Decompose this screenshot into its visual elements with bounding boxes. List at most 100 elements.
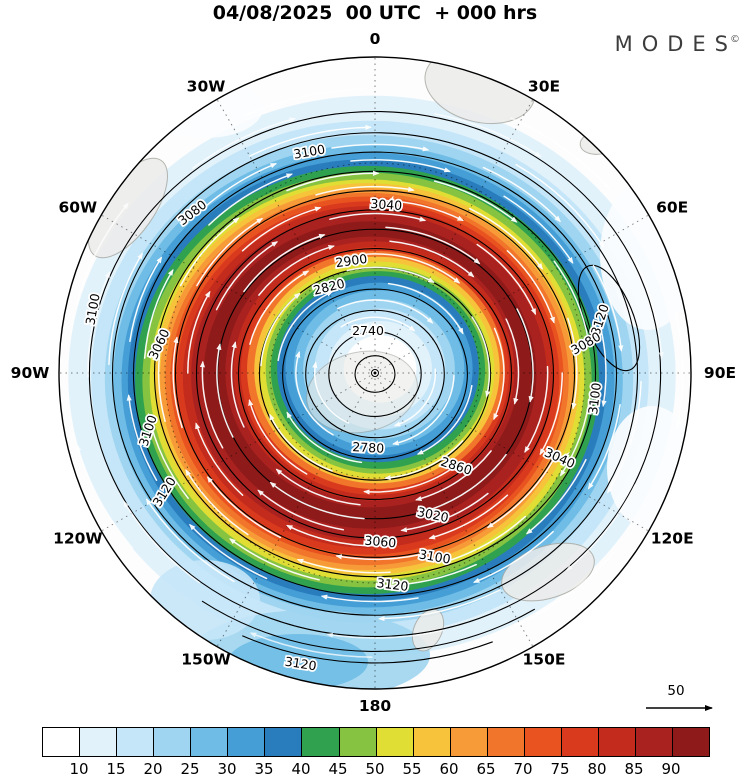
colorbar-cell bbox=[153, 728, 191, 756]
colorbar-tick-label: 25 bbox=[180, 760, 200, 778]
longitude-label: 90W bbox=[11, 364, 50, 382]
colorbar-cell bbox=[672, 728, 710, 756]
streamline-arrow bbox=[249, 632, 373, 658]
colorbar-tick-label: 60 bbox=[439, 760, 459, 778]
streamline-arrow bbox=[275, 468, 361, 506]
streamline-arrow bbox=[335, 550, 435, 560]
streamline-arrow bbox=[249, 124, 372, 157]
streamline-arrow bbox=[553, 260, 591, 343]
streamline-arrow bbox=[295, 350, 334, 436]
streamline-arrow bbox=[296, 558, 391, 574]
streamline-arrow bbox=[433, 113, 542, 158]
contour-label: 3120 bbox=[376, 575, 409, 594]
streamline-arrow bbox=[630, 253, 664, 359]
streamline-arrow bbox=[320, 594, 419, 603]
colorbar-cell bbox=[116, 728, 154, 756]
streamline-arrow bbox=[108, 252, 143, 366]
colorbar-tick-label: 65 bbox=[476, 760, 496, 778]
contour-ring bbox=[174, 190, 576, 558]
streamline-arrow bbox=[326, 629, 444, 639]
contour-arc bbox=[242, 635, 493, 664]
colorbar-cell bbox=[560, 728, 598, 756]
shading-lobe bbox=[150, 560, 260, 640]
streamline-arrow bbox=[503, 195, 574, 264]
contour-label: 3040 bbox=[370, 196, 403, 213]
colorbar-ticks: 10 15 20 25 30 35 40 45 50 55 60 65 70 75 80 85 90 bbox=[0, 760, 750, 780]
streamline-arrow bbox=[196, 218, 264, 287]
colorbar-tick-label: 15 bbox=[106, 760, 126, 778]
colorbar-tick-label: 50 bbox=[365, 760, 385, 778]
map-boundary bbox=[58, 56, 692, 690]
contour-blob bbox=[577, 264, 641, 372]
streamline-arrow bbox=[378, 563, 477, 589]
streamline-arrow bbox=[199, 360, 224, 449]
streamline-arrow bbox=[596, 313, 607, 408]
pole-marker bbox=[371, 369, 379, 377]
streamline-arrow bbox=[567, 317, 578, 410]
streamline-arrow bbox=[415, 450, 492, 501]
brand-logo: MODES© bbox=[615, 32, 740, 56]
streamline-arrow bbox=[229, 538, 320, 581]
reference-arrow-label: 50 bbox=[667, 683, 684, 699]
streamline-arrow bbox=[147, 412, 189, 500]
longitude-label: 150E bbox=[523, 651, 566, 669]
contour-label: 3120 bbox=[284, 654, 318, 674]
reference-arrow: 50 bbox=[646, 683, 713, 711]
streamline-arrow bbox=[143, 269, 174, 359]
streamline-arrow bbox=[277, 291, 334, 362]
streamline-arrow bbox=[378, 589, 501, 622]
colorbar-cell bbox=[486, 728, 524, 756]
streamline-arrow bbox=[241, 206, 322, 252]
colorbar-cell bbox=[449, 728, 487, 756]
land-blob bbox=[501, 542, 595, 602]
streamline-arrow bbox=[230, 341, 245, 428]
contour-label: 3100 bbox=[418, 546, 452, 566]
streamline-arrow bbox=[187, 290, 211, 374]
colorbar-tick-label: 10 bbox=[69, 760, 89, 778]
streamline-arrow bbox=[433, 180, 518, 223]
streamline-arrow bbox=[312, 361, 350, 424]
streamline-arrow bbox=[315, 186, 415, 196]
streamline-arrow bbox=[249, 270, 310, 345]
contour-ring bbox=[88, 110, 662, 638]
streamline-arrow bbox=[473, 530, 554, 583]
streamline-arrow bbox=[172, 336, 183, 429]
contour-ring bbox=[132, 151, 618, 597]
longitude-label: 150W bbox=[181, 651, 230, 669]
colorbar-tick-label: 30 bbox=[217, 760, 237, 778]
longitude-label: 30E bbox=[528, 77, 560, 95]
colorbar-tick-label: 20 bbox=[143, 760, 163, 778]
map-area: 3100304029002820274030803100306031003120… bbox=[59, 57, 691, 689]
colorbar-cell bbox=[190, 728, 228, 756]
streamline-arrow bbox=[505, 318, 520, 405]
longitude-label: 120E bbox=[651, 530, 694, 548]
colorbar-tick-label: 80 bbox=[587, 760, 607, 778]
streamline-arrow bbox=[123, 500, 201, 584]
streamline-arrow bbox=[286, 524, 376, 547]
streamline-arrow bbox=[607, 380, 642, 494]
longitude-label: 180 bbox=[359, 697, 392, 715]
colorbar-cell bbox=[597, 728, 635, 756]
longitude-label: 0 bbox=[370, 30, 381, 48]
streamline-arrow bbox=[179, 217, 240, 287]
contour-label: 2740 bbox=[352, 323, 384, 338]
colorbar-cell bbox=[412, 728, 450, 756]
streamline-arrow bbox=[87, 271, 111, 378]
streamline-arrow bbox=[195, 422, 244, 496]
streamline-arrow bbox=[392, 374, 455, 446]
contour-label: 3100 bbox=[292, 141, 326, 161]
streamline-arrow bbox=[675, 311, 684, 428]
streamline-arrow bbox=[185, 469, 249, 536]
streamline-arrow bbox=[493, 327, 505, 421]
weather-map-svg: 3100304029002820274030803100306031003120… bbox=[11, 30, 736, 715]
streamline-arrow bbox=[486, 459, 554, 528]
streamline-arrow bbox=[350, 159, 451, 173]
contour-ring bbox=[195, 209, 555, 539]
streamline-arrow bbox=[384, 440, 464, 481]
streamline-arrow bbox=[196, 163, 277, 216]
streamline-arrow bbox=[416, 384, 473, 455]
streamline-arrow bbox=[559, 393, 591, 477]
streamline-arrow bbox=[215, 241, 279, 311]
streamline-arrow bbox=[340, 316, 416, 332]
streamline-arrow bbox=[145, 498, 235, 583]
